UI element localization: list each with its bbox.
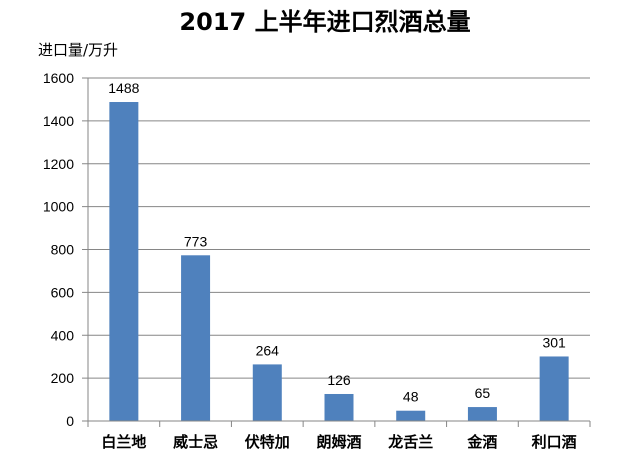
data-label: 126	[327, 372, 351, 388]
x-tick-label: 龙舌兰	[387, 433, 433, 451]
y-tick-label: 200	[51, 370, 75, 386]
y-axis-label: 进口量/万升	[38, 41, 118, 59]
y-tick-label: 600	[51, 284, 75, 300]
data-label: 48	[403, 389, 419, 405]
data-label: 264	[256, 342, 280, 358]
bar	[396, 410, 426, 421]
chart-title: 2017 上半年进口烈酒总量	[179, 8, 470, 36]
x-tick-label: 威士忌	[173, 433, 218, 451]
data-label: 1488	[108, 80, 139, 96]
y-tick-label: 1200	[43, 156, 74, 172]
y-tick-label: 1000	[43, 199, 74, 215]
bar	[109, 102, 139, 421]
y-tick-label: 0	[66, 413, 74, 429]
y-tick-label: 1600	[43, 70, 74, 86]
data-labels: 1488 773 264 126 48 65 301	[108, 80, 566, 405]
data-label: 65	[475, 385, 491, 401]
y-tick-label: 1400	[43, 113, 74, 129]
x-tick-label: 白兰地	[101, 433, 146, 451]
y-tick-label: 800	[51, 242, 75, 258]
bar	[324, 393, 354, 421]
data-label: 301	[542, 334, 566, 350]
x-tick-label: 朗姆酒	[316, 433, 361, 451]
bar	[252, 364, 282, 421]
bars	[109, 102, 569, 421]
bar	[467, 407, 497, 421]
x-tick-label: 金酒	[466, 433, 497, 451]
data-label: 773	[184, 233, 208, 249]
bar	[539, 356, 569, 421]
y-axis-ticks: 0 200 400 600 800 1000 1200 1400 1600	[43, 70, 88, 429]
bar	[181, 255, 211, 421]
x-tick-label: 利口酒	[532, 433, 577, 451]
y-tick-label: 400	[51, 327, 75, 343]
x-tick-label: 伏特加	[245, 433, 290, 451]
x-axis-ticks: 白兰地 威士忌 伏特加 朗姆酒 龙舌兰 金酒 利口酒	[87, 421, 591, 451]
grid-lines	[87, 77, 590, 421]
